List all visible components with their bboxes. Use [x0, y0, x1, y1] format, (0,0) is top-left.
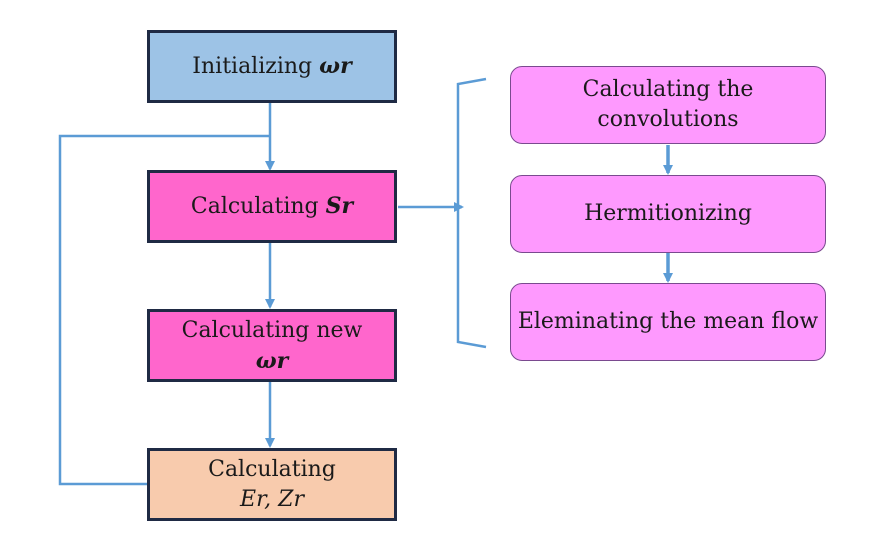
- initialize-box: Initializing ωr: [147, 30, 397, 103]
- mean-flow-box: Eleminating the mean flow: [510, 283, 826, 361]
- calc-s-label: Calculating Sr: [190, 193, 354, 219]
- calc-s-box: Calculating Sr: [147, 170, 397, 243]
- initialize-label: Initializing ωr: [192, 53, 352, 79]
- feedback-loop-line: [58, 134, 270, 486]
- hermitionizing-label: Hermitionizing: [584, 201, 752, 226]
- calc-energy-box: Calculating Er, Zr: [147, 448, 397, 521]
- convolutions-line2: convolutions: [597, 107, 739, 132]
- calc-energy-symbol: Er, Zr: [240, 486, 304, 512]
- mean-flow-label: Eleminating the mean flow: [517, 309, 819, 334]
- convolutions-line1: Calculating the: [582, 77, 754, 102]
- sub-steps-bracket: [456, 77, 487, 349]
- calc-new-symbol: ωr: [255, 347, 289, 374]
- hermitionizing-box: Hermitionizing: [510, 175, 826, 253]
- calc-energy-line1: Calculating: [208, 456, 336, 482]
- calc-new-line1: Calculating new: [181, 317, 363, 343]
- convolutions-box: Calculating the convolutions: [510, 66, 826, 144]
- calc-new-box: Calculating new ωr: [147, 309, 397, 382]
